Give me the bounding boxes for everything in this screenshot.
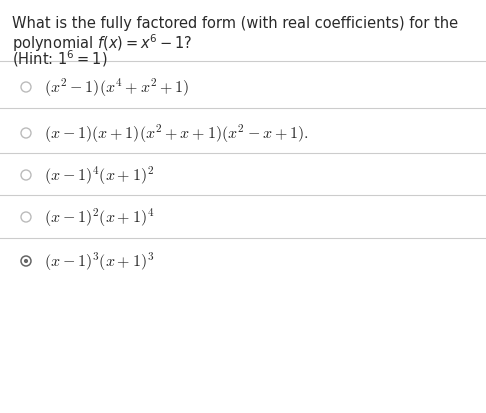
Text: $(x - 1)(x + 1)(x^2 + x + 1)(x^2 - x + 1).$: $(x - 1)(x + 1)(x^2 + x + 1)(x^2 - x + 1… [44,123,309,145]
Text: polynomial $f(x) = x^6 - 1$?: polynomial $f(x) = x^6 - 1$? [12,32,192,54]
Text: What is the fully factored form (with real coefficients) for the: What is the fully factored form (with re… [12,16,458,31]
Circle shape [24,259,28,263]
Text: $(x - 1)^3(x + 1)^3$: $(x - 1)^3(x + 1)^3$ [44,250,154,273]
Text: $(x^2 - 1)(x^4 + x^2 + 1)$: $(x^2 - 1)(x^4 + x^2 + 1)$ [44,76,190,99]
Text: $(x - 1)^4(x + 1)^2$: $(x - 1)^4(x + 1)^2$ [44,164,154,187]
Text: $(x - 1)^2(x + 1)^4$: $(x - 1)^2(x + 1)^4$ [44,206,154,229]
Text: (Hint: $1^6 = 1$): (Hint: $1^6 = 1$) [12,48,107,69]
